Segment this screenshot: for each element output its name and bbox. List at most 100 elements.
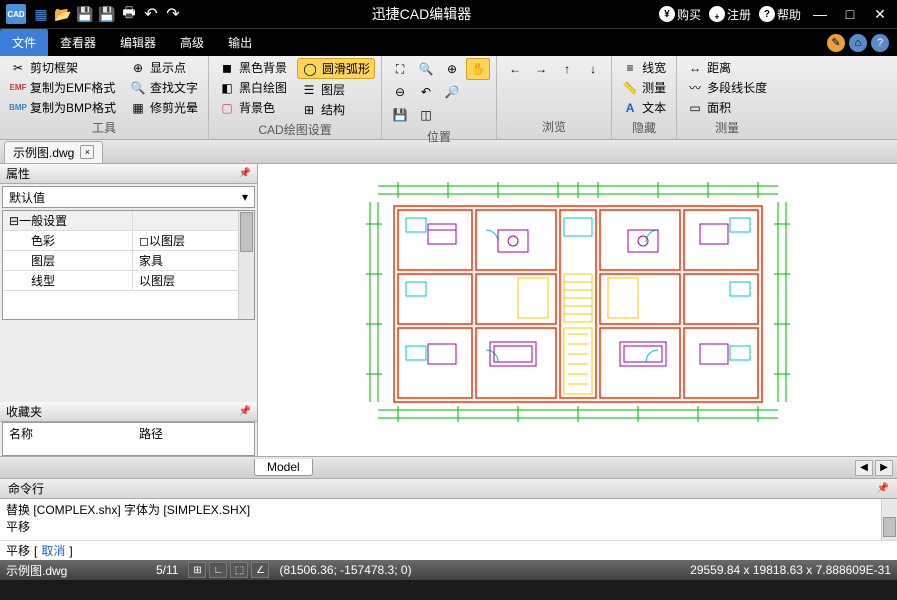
properties-select[interactable]: 默认值▾	[2, 186, 255, 208]
tab-advanced[interactable]: 高级	[168, 29, 216, 56]
area-button[interactable]: ▭面积	[683, 98, 771, 117]
titlebar: CAD ▦ 📂 💾 💾 🖶 ↶ ↷ 迅捷CAD编辑器 ¥购买 ﹢注册 ?帮助 —…	[0, 0, 897, 28]
menubar: 文件 查看器 编辑器 高级 输出 ✎ ⌂ ?	[0, 28, 897, 56]
text-toggle-button[interactable]: A文本	[618, 98, 670, 117]
status-coords: (81506.36; -157478.3; 0)	[279, 563, 680, 577]
model-tab-bar: Model ◀ ▶	[0, 456, 897, 478]
polyline-length-button[interactable]: 〰多段线长度	[683, 78, 771, 97]
prop-row-linetype[interactable]: 线型以图层	[3, 271, 254, 291]
tab-editor[interactable]: 编辑器	[108, 29, 168, 56]
new-icon[interactable]: ▦	[30, 3, 52, 25]
zoom-realtime-icon[interactable]: 🔎	[440, 81, 464, 103]
pan-icon[interactable]: ✋	[466, 58, 490, 80]
find-text-button[interactable]: 🔍查找文字	[126, 78, 202, 97]
cmd-pin-icon[interactable]: 📌	[877, 483, 889, 494]
undo-icon[interactable]: ↶	[140, 3, 162, 25]
register-button[interactable]: ﹢注册	[709, 6, 751, 23]
favorites-header: 收藏夹 📌	[0, 402, 257, 422]
saveall-icon[interactable]: 💾	[96, 3, 118, 25]
redo-icon[interactable]: ↷	[162, 3, 184, 25]
left-panel: 属性 📌 默认值▾ ⊟ 一般设置 色彩◻ 以图层 图层家具 线型以图层 收藏夹 …	[0, 164, 258, 456]
view-save-icon[interactable]: 💾	[388, 104, 412, 126]
layers-button[interactable]: ☰图层	[297, 80, 375, 99]
command-input[interactable]: 平移 [取消]	[0, 540, 897, 560]
ribbon-group-cad-settings: ◼黑色背景 ◧黑白绘图 ▢背景色 ◯圆滑弧形 ☰图层 ⊞结构 CAD绘图设置	[209, 56, 382, 139]
zoom-extents-icon[interactable]: ⛶	[388, 58, 412, 80]
prop-row-color[interactable]: 色彩◻ 以图层	[3, 231, 254, 251]
maximize-button[interactable]: □	[839, 6, 861, 22]
nav-left-icon[interactable]: ←	[503, 58, 527, 80]
ribbon-label-cad: CAD绘图设置	[215, 119, 375, 142]
scroll-right-icon[interactable]: ▶	[875, 460, 893, 476]
drawing-canvas[interactable]	[258, 164, 897, 456]
zoom-in-icon[interactable]: ⊕	[440, 58, 464, 80]
buy-button[interactable]: ¥购买	[659, 6, 701, 23]
app-title: 迅捷CAD编辑器	[184, 4, 659, 24]
properties-tree: ⊟ 一般设置 色彩◻ 以图层 图层家具 线型以图层	[2, 210, 255, 320]
ribbon-label-browse: 浏览	[503, 116, 605, 139]
cancel-link[interactable]: 取消	[41, 542, 65, 559]
zoom-window-icon[interactable]: 🔍	[414, 58, 438, 80]
ortho-icon[interactable]: ⬚	[230, 562, 248, 578]
help-button[interactable]: ?帮助	[759, 6, 801, 23]
status-ratio: 5/11	[156, 563, 178, 577]
ribbon-group-tools: ✂剪切框架 EMF复制为EMF格式 BMP复制为BMP格式 ⊕显示点 🔍查找文字…	[0, 56, 209, 139]
tab-viewer[interactable]: 查看器	[48, 29, 108, 56]
scroll-left-icon[interactable]: ◀	[855, 460, 873, 476]
zoom-out-icon[interactable]: ⊖	[388, 81, 412, 103]
edit-help-icon[interactable]: ✎	[827, 34, 845, 52]
bw-draw-button[interactable]: ◧黑白绘图	[215, 78, 291, 97]
tab-file[interactable]: 文件	[0, 29, 48, 56]
favorites-body: 名称 路径	[2, 422, 255, 456]
save-icon[interactable]: 💾	[74, 3, 96, 25]
bg-color-button[interactable]: ▢背景色	[215, 98, 291, 117]
smooth-arc-button[interactable]: ◯圆滑弧形	[297, 58, 375, 79]
trim-halo-button[interactable]: ▦修剪光晕	[126, 98, 202, 117]
pin-icon[interactable]: 📌	[239, 168, 251, 179]
canvas-area: ━ ❐ ⊠	[258, 164, 897, 456]
black-bg-button[interactable]: ◼黑色背景	[215, 58, 291, 77]
ribbon-group-browse: ← → ↑ ↓ 浏览	[497, 56, 612, 139]
ribbon-label-tools: 工具	[6, 117, 202, 140]
nav-down-icon[interactable]: ↓	[581, 58, 605, 80]
model-tab[interactable]: Model	[254, 459, 313, 476]
minimize-button[interactable]: —	[809, 6, 831, 22]
question-help-icon[interactable]: ?	[871, 34, 889, 52]
ribbon-group-hide: ≡线宽 📏测量 A文本 隐藏	[612, 56, 677, 139]
command-area: 替换 [COMPLEX.shx] 字体为 [SIMPLEX.SHX] 平移 平移…	[0, 498, 897, 560]
copy-emf-button[interactable]: EMF复制为EMF格式	[6, 78, 120, 97]
open-icon[interactable]: 📂	[52, 3, 74, 25]
ribbon-label-hide: 隐藏	[618, 117, 670, 140]
ribbon-group-measure: ↔距离 〰多段线长度 ▭面积 测量	[677, 56, 777, 139]
clip-frame-button[interactable]: ✂剪切框架	[6, 58, 120, 77]
measure-toggle-button[interactable]: 📏测量	[618, 78, 670, 97]
close-doc-icon[interactable]: ×	[80, 145, 94, 159]
properties-scrollbar[interactable]	[238, 211, 254, 319]
view-3d-icon[interactable]: ◫	[414, 104, 438, 126]
nav-right-icon[interactable]: →	[529, 58, 553, 80]
cmd-scrollbar[interactable]	[881, 499, 897, 540]
properties-header: 属性 📌	[0, 164, 257, 184]
polar-icon[interactable]: ∠	[251, 562, 269, 578]
status-file: 示例图.dwg	[6, 562, 146, 579]
grid-icon[interactable]: ∟	[209, 562, 227, 578]
copy-bmp-button[interactable]: BMP复制为BMP格式	[6, 98, 120, 117]
line-width-button[interactable]: ≡线宽	[618, 58, 670, 77]
ribbon: ✂剪切框架 EMF复制为EMF格式 BMP复制为BMP格式 ⊕显示点 🔍查找文字…	[0, 56, 897, 140]
nav-up-icon[interactable]: ↑	[555, 58, 579, 80]
app-logo: CAD	[6, 4, 26, 24]
status-dims: 29559.84 x 19818.63 x 7.888609E-31	[690, 563, 891, 577]
print-icon[interactable]: 🖶	[118, 3, 140, 25]
snap-icon[interactable]: ⊞	[188, 562, 206, 578]
show-point-button[interactable]: ⊕显示点	[126, 58, 202, 77]
fav-pin-icon[interactable]: 📌	[239, 406, 251, 417]
document-tab[interactable]: 示例图.dwg ×	[4, 141, 103, 163]
tab-output[interactable]: 输出	[216, 29, 264, 56]
zoom-prev-icon[interactable]: ↶	[414, 81, 438, 103]
distance-button[interactable]: ↔距离	[683, 58, 771, 77]
ribbon-label-measure: 测量	[683, 117, 771, 140]
close-button[interactable]: ✕	[869, 6, 891, 23]
prop-row-layer[interactable]: 图层家具	[3, 251, 254, 271]
home-help-icon[interactable]: ⌂	[849, 34, 867, 52]
structure-button[interactable]: ⊞结构	[297, 100, 375, 119]
